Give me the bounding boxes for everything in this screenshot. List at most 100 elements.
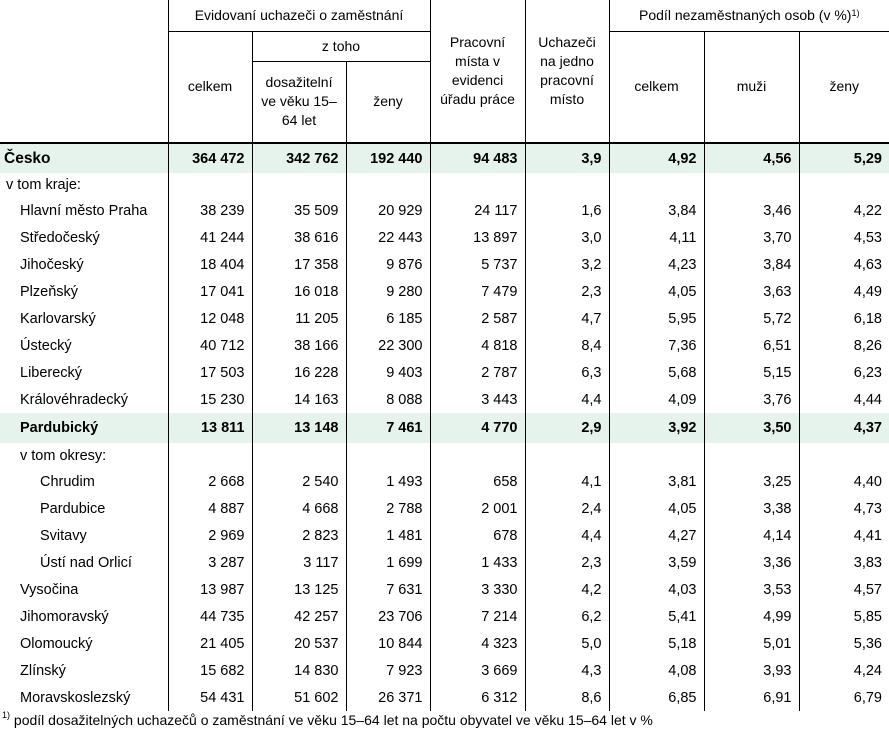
row-value [345, 173, 430, 197]
header-podil-sup: 1) [851, 7, 860, 18]
row-name: Karlovarský [20, 310, 96, 327]
row-value: 4,08 [608, 657, 704, 684]
row-value: 22 300 [345, 332, 430, 359]
row-value: 26 371 [345, 684, 430, 711]
row-value: 2 788 [345, 495, 430, 522]
row-value: 4,99 [703, 603, 799, 630]
row-value: 18 404 [167, 251, 252, 278]
row-value: 21 405 [167, 630, 252, 657]
row-value: 42 257 [251, 603, 346, 630]
row-name: Vysočina [20, 581, 79, 598]
row-value: 38 616 [251, 224, 346, 251]
row-value: 9 403 [345, 359, 430, 386]
table-row: Vysočina 13 987 13 125 7 631 3 330 4,2 4,03 3,5… [0, 576, 889, 603]
header-podil-label: Podíl nezaměstnaných osob (v %) [639, 6, 852, 23]
row-value: 13 125 [251, 576, 346, 603]
row-value: 6,23 [798, 359, 889, 386]
row-value: 5,72 [703, 305, 799, 332]
row-value: 342 762 [251, 142, 346, 173]
row-value: 2,4 [524, 495, 609, 522]
row-value: 5,36 [798, 630, 889, 657]
row-value [251, 173, 346, 197]
row-value: 5,95 [608, 305, 704, 332]
row-value: 14 830 [251, 657, 346, 684]
table-row: Hlavní město Praha 38 239 35 509 20 929 24 1… [0, 197, 889, 224]
row-value: 4,92 [608, 142, 704, 173]
table-row: Královéhradecký 15 230 14 163 8 088 3 443 4,4… [0, 386, 889, 413]
header-dosazitelni: dosažitelní ve věku 15–64 let [251, 61, 346, 144]
row-value: 4,24 [798, 657, 889, 684]
table-row: v tom kraje: [0, 173, 889, 197]
row-value: 7 214 [429, 603, 525, 630]
row-value: 40 712 [167, 332, 252, 359]
header-pracovni-mista: Pracovní místa v evidenci úřadu práce [429, 0, 525, 144]
row-value: 94 483 [429, 142, 525, 173]
row-value: 23 706 [345, 603, 430, 630]
header-zeny: ženy [345, 61, 430, 144]
row-value: 4,23 [608, 251, 704, 278]
row-value [251, 443, 346, 468]
row-value [524, 443, 609, 468]
table-row: Moravskoslezský 54 431 51 602 26 371 6 312 8,… [0, 684, 889, 711]
table-row: Jihočeský 18 404 17 358 9 876 5 737 3,2 4,23 3,… [0, 251, 889, 278]
header-podil-celkem: celkem [608, 31, 704, 144]
row-name: Jihomoravský [20, 608, 109, 625]
header-podil-zeny: ženy [798, 31, 889, 144]
header-podil-group: Podíl nezaměstnaných osob (v %)1) [608, 0, 889, 32]
row-value: 1,6 [524, 197, 609, 224]
row-value: 4,05 [608, 495, 704, 522]
row-value: 4,05 [608, 278, 704, 305]
row-value [167, 173, 252, 197]
row-name: Hlavní město Praha [20, 202, 148, 219]
row-value: 2,3 [524, 278, 609, 305]
table-row: Středočeský 41 244 38 616 22 443 13 897 3,0 4,… [0, 224, 889, 251]
row-value: 4,49 [798, 278, 889, 305]
table-row: Olomoucký 21 405 20 537 10 844 4 323 5,0 5,18 5… [0, 630, 889, 657]
row-value: 20 537 [251, 630, 346, 657]
row-value: 4 770 [429, 413, 525, 443]
row-value: 3 117 [251, 549, 346, 576]
row-name: Jihočeský [20, 256, 84, 273]
row-value: 13 987 [167, 576, 252, 603]
row-value: 4 887 [167, 495, 252, 522]
row-name: Královéhradecký [20, 391, 128, 408]
row-name: Ústí nad Orlicí [40, 554, 132, 571]
row-name: Zlínský [20, 662, 66, 679]
header-dosazitelni-label: dosažitelní ve věku 15–64 let [261, 74, 337, 129]
row-value: 6,2 [524, 603, 609, 630]
row-value: 6,85 [608, 684, 704, 711]
row-value: 2,9 [524, 413, 609, 443]
row-value: 192 440 [345, 142, 430, 173]
row-value: 13 811 [167, 413, 252, 443]
table-row: Pardubický 13 811 13 148 7 461 4 770 2,9 3,92 3… [0, 413, 889, 443]
row-value: 3,53 [703, 576, 799, 603]
row-value: 8,26 [798, 332, 889, 359]
row-value: 2 668 [167, 468, 252, 495]
row-value: 54 431 [167, 684, 252, 711]
row-value: 1 493 [345, 468, 430, 495]
row-value: 10 844 [345, 630, 430, 657]
row-name: Chrudim [40, 473, 95, 490]
row-value: 5,85 [798, 603, 889, 630]
table-row: Jihomoravský 44 735 42 257 23 706 7 214 6,2 5,… [0, 603, 889, 630]
row-name: v tom kraje: [6, 177, 81, 193]
row-value: 1 699 [345, 549, 430, 576]
row-value: 3 443 [429, 386, 525, 413]
row-value: 6,79 [798, 684, 889, 711]
row-value: 3,0 [524, 224, 609, 251]
footnote: 1) podíl dosažitelných uchazečů o zaměst… [2, 710, 653, 728]
row-value: 5,18 [608, 630, 704, 657]
row-value: 4,7 [524, 305, 609, 332]
table-row: Česko 364 472 342 762 192 440 94 483 3,9 4,92 4… [0, 142, 889, 173]
row-value [703, 173, 799, 197]
row-value: 6 312 [429, 684, 525, 711]
row-value: 2 823 [251, 522, 346, 549]
row-value: 44 735 [167, 603, 252, 630]
row-value: 3,92 [608, 413, 704, 443]
row-value: 4,14 [703, 522, 799, 549]
row-value [608, 443, 704, 468]
row-value: 17 503 [167, 359, 252, 386]
row-value: 5,68 [608, 359, 704, 386]
row-value: 4,53 [798, 224, 889, 251]
row-name: Moravskoslezský [20, 689, 131, 706]
